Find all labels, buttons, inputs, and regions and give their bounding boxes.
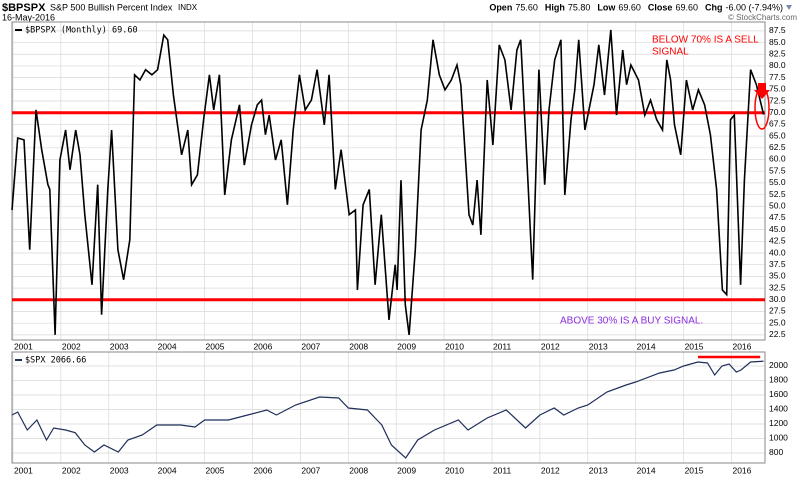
legend-label: $BPSPX (Monthly) 69.60 [25,26,138,36]
y-tick-label: 72.5 [769,95,786,105]
y-tick-label: 22.5 [769,329,786,339]
date: 16-May-2016 [2,12,55,22]
y-tick-label: 57.5 [769,165,786,175]
y-tick-label: 80.0 [769,60,786,70]
x-tick-label: 2013 [589,341,608,351]
y-tick-label: 62.5 [769,142,786,152]
quote-value: 69.60 [675,2,698,12]
x-tick-label: 2005 [206,341,225,351]
x-tick-label: 2008 [349,341,368,351]
x-tick-label: 2012 [541,465,560,475]
y-tick-label: 85.0 [769,37,786,47]
x-tick-label: 2010 [445,341,464,351]
x-tick-label: 2013 [589,465,608,475]
quote-value: 75.60 [515,2,538,12]
y-tick-label: 37.5 [769,259,786,269]
x-tick-label: 2001 [14,341,33,351]
y-tick-label: 42.5 [769,236,786,246]
x-tick-label: 2007 [301,465,320,475]
quote-label: Close [648,2,673,12]
y-tick-label: 30.0 [769,294,786,304]
x-tick-label: 2014 [637,465,656,475]
x-tick-label: 2006 [253,341,272,351]
x-tick-label: 2011 [493,465,512,475]
x-tick-label: 2007 [301,341,320,351]
y-tick-label: 60.0 [769,154,786,164]
x-tick-label: 2001 [14,465,33,475]
y-tick-label: 27.5 [769,306,786,316]
quote-label: Open [489,2,512,12]
y-tick-label: 1000 [769,433,788,443]
y-tick-label: 67.5 [769,119,786,129]
y-tick-label: 52.5 [769,189,786,199]
arrow [754,83,770,99]
plot-frame [11,21,766,341]
quote-value: 75.80 [568,2,591,12]
x-tick-label: 2009 [397,341,416,351]
x-tick-label: 2016 [732,465,751,475]
plot-frame [11,351,766,464]
y-tick-label: 2000 [769,360,788,370]
credit: © StockCharts.com [728,13,797,22]
x-tick-label: 2011 [493,341,512,351]
y-tick-label: 75.0 [769,84,786,94]
x-tick-label: 2004 [158,465,177,475]
y-tick-label: 77.5 [769,72,786,82]
y-tick-label: 70.0 [769,107,786,117]
y-tick-label: 32.5 [769,282,786,292]
y-tick-label: 40.0 [769,247,786,257]
series-line [11,29,765,336]
x-tick-label: 2008 [349,465,368,475]
y-tick-label: 47.5 [769,212,786,222]
annotation: ABOVE 30% IS A BUY SIGNAL. [560,316,703,327]
spx-panel: 800 1000 1200 1400 1600 1800 2000 2001 2002 2003 2… [11,351,788,475]
x-tick-label: 2012 [541,341,560,351]
symbol: $BPSPX [2,2,46,14]
y-tick-label: 35.0 [769,271,786,281]
y-tick-label: 45.0 [769,224,786,234]
y-tick-label: 1800 [769,375,788,385]
y-tick-label: 1600 [769,389,788,399]
x-tick-label: 2002 [62,341,81,351]
x-tick-label: 2002 [62,465,81,475]
quote-label: Low [597,2,616,12]
quote-value: 69.60 [618,2,641,12]
y-tick-label: 65.0 [769,130,786,140]
y-tick-label: 25.0 [769,317,786,327]
y-tick-label: 800 [769,447,783,457]
x-tick-label: 2015 [685,341,704,351]
quote-label: High [545,2,565,12]
y-tick-label: 1400 [769,404,788,414]
x-tick-label: 2003 [110,465,129,475]
y-tick-label: 82.5 [769,49,786,59]
x-tick-label: 2016 [732,341,751,351]
quote-value: -6.00 (-7.94%) [725,2,783,12]
x-tick-label: 2004 [158,341,177,351]
annotation: BELOW 70% IS A SELL [652,35,759,46]
y-tick-label: 87.5 [769,25,786,35]
exchange: INDX [178,3,198,12]
quote: Open 75.60 High 75.80 Low 69.60 Close 69.60 Chg -… [489,2,792,12]
dropdown-icon [786,5,792,10]
annotation: SIGNAL [652,47,689,58]
legend-label: $SPX 2066.66 [25,356,86,366]
y-tick-label: 55.0 [769,177,786,187]
y-tick-label: 1200 [769,418,788,428]
series-line [11,360,764,459]
bpspx-panel: 22.5 25.027.5 30.0 32.535.0 37.5 40.042.5 45.0… [11,21,786,351]
x-tick-label: 2003 [110,341,129,351]
x-tick-label: 2005 [206,465,225,475]
x-tick-label: 2006 [253,465,272,475]
y-tick-label: 50.0 [769,201,786,211]
index-name: S&P 500 Bullish Percent Index [50,2,173,12]
x-tick-label: 2009 [397,465,416,475]
x-tick-label: 2010 [445,465,464,475]
x-tick-label: 2015 [685,465,704,475]
quote-label: Chg [705,2,723,12]
x-tick-label: 2014 [637,341,656,351]
